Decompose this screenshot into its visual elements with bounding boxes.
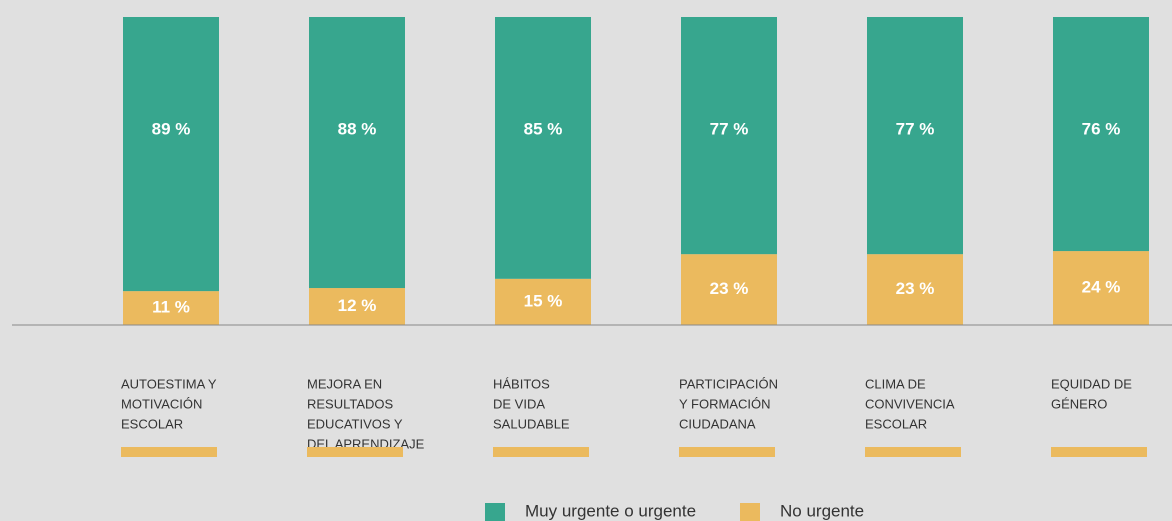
category-label: CIUDADANA (679, 416, 756, 431)
category-label: GÉNERO (1051, 396, 1107, 411)
decoration-dash (121, 447, 217, 457)
legend-swatch (740, 503, 760, 521)
category-label: SALUDABLE (493, 416, 570, 431)
legend-swatch (485, 503, 505, 521)
value-label: 85 % (524, 119, 563, 138)
category-label: ESCOLAR (121, 416, 183, 431)
value-label: 89 % (152, 119, 191, 138)
value-label: 15 % (524, 291, 563, 310)
category-label: RESULTADOS (307, 396, 394, 411)
bar-segment (309, 288, 405, 325)
value-label: 77 % (896, 119, 935, 138)
bar-segment (1053, 17, 1149, 252)
category-label: EQUIDAD DE (1051, 376, 1132, 391)
category-label: Y FORMACIÓN (679, 396, 771, 411)
bar-segment (123, 291, 219, 325)
bar-segment (681, 17, 777, 255)
category-label: MOTIVACIÓN (121, 396, 202, 411)
bar-segment (123, 17, 219, 292)
value-label: 23 % (896, 279, 935, 298)
decoration-dash (865, 447, 961, 457)
bar-segment (1053, 251, 1149, 325)
category-label: CONVIVENCIA (865, 396, 955, 411)
value-label: 12 % (338, 296, 377, 315)
value-label: 77 % (710, 119, 749, 138)
value-label: 76 % (1082, 119, 1121, 138)
category-label: MEJORA EN (307, 376, 382, 391)
bar-segment (867, 254, 963, 325)
category-label: DE VIDA (493, 396, 545, 411)
bar-segment (867, 17, 963, 255)
category-label: HÁBITOS (493, 376, 550, 391)
category-label: EDUCATIVOS Y (307, 416, 403, 431)
value-label: 24 % (1082, 278, 1121, 297)
category-label: CLIMA DE (865, 376, 926, 391)
bar-segment (495, 278, 591, 325)
value-label: 11 % (152, 298, 190, 317)
decoration-dash (493, 447, 589, 457)
decoration-dash (1051, 447, 1147, 457)
bar-segment (681, 254, 777, 325)
value-label: 88 % (338, 119, 377, 138)
category-label: PARTICIPACIÓN (679, 376, 778, 391)
bar-segment (309, 17, 405, 289)
category-label: AUTOESTIMA Y (121, 376, 217, 391)
decoration-dash (679, 447, 775, 457)
legend-label: Muy urgente o urgente (525, 501, 696, 520)
bar-segment (495, 17, 591, 279)
decoration-dash (307, 447, 403, 457)
legend-label: No urgente (780, 501, 864, 520)
category-label: ESCOLAR (865, 416, 927, 431)
value-label: 23 % (710, 279, 749, 298)
